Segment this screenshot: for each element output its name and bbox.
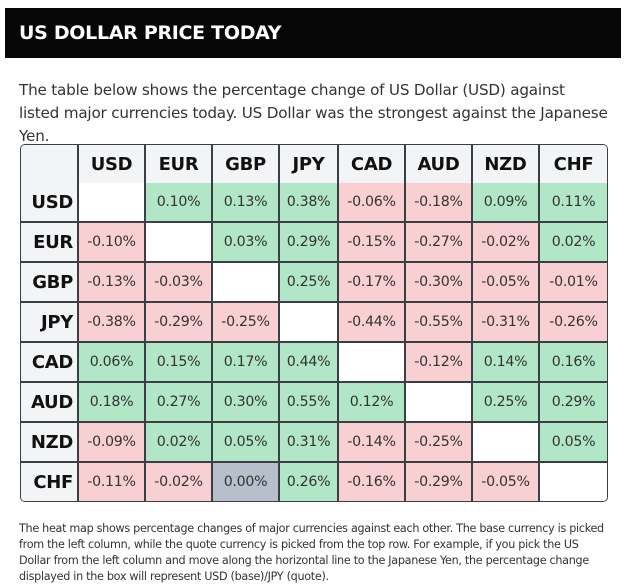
heatmap-cell: 0.26% xyxy=(280,463,339,501)
empty-cell xyxy=(473,423,540,463)
heatmap-cell: 0.03% xyxy=(213,223,280,263)
currency-heatmap: USD EUR GBP JPY CAD AUD NZD CHF USD 0.10% 0.13% 0.… xyxy=(20,144,608,502)
heatmap-cell: 0.16% xyxy=(540,343,607,383)
empty-cell xyxy=(339,343,406,383)
empty-cell xyxy=(213,263,280,303)
row-header-eur: EUR xyxy=(21,223,79,263)
heatmap-cell: 0.09% xyxy=(473,183,540,223)
heatmap-cell: -0.02% xyxy=(473,223,540,263)
heatmap-cell: 0.15% xyxy=(146,343,213,383)
heatmap-cell: 0.02% xyxy=(146,423,213,463)
heatmap-cell: -0.17% xyxy=(339,263,406,303)
heatmap-cell: -0.27% xyxy=(406,223,473,263)
heatmap-cell: -0.10% xyxy=(79,223,146,263)
heatmap-cell: -0.02% xyxy=(146,463,213,501)
intro-text: The table below shows the percentage cha… xyxy=(19,81,608,145)
heatmap-cell: -0.30% xyxy=(406,263,473,303)
heatmap-cell: -0.01% xyxy=(540,263,607,303)
heatmap-cell: -0.55% xyxy=(406,303,473,343)
footnote: The heat map shows percentage changes of… xyxy=(19,522,604,583)
table-row: CHF -0.11% -0.02% 0.00% 0.26% -0.16% -0.29% -0.… xyxy=(21,463,607,501)
heatmap-cell: 0.02% xyxy=(540,223,607,263)
table-row: USD 0.10% 0.13% 0.38% -0.06% -0.18% 0.09% 0.11% xyxy=(21,183,607,223)
heatmap-cell: 0.17% xyxy=(213,343,280,383)
heatmap-cell: 0.31% xyxy=(280,423,339,463)
heatmap-cell: 0.12% xyxy=(339,383,406,423)
heatmap-cell: -0.05% xyxy=(473,263,540,303)
heatmap-cell: 0.27% xyxy=(146,383,213,423)
column-header-chf: CHF xyxy=(540,145,607,183)
heatmap-cell: -0.09% xyxy=(79,423,146,463)
heatmap-cell: 0.00% xyxy=(213,463,280,501)
heatmap-cell: 0.38% xyxy=(280,183,339,223)
heatmap-cell: -0.11% xyxy=(79,463,146,501)
page-title: US DOLLAR PRICE TODAY xyxy=(5,8,621,58)
column-header-eur: EUR xyxy=(146,145,213,183)
column-header-gbp: GBP xyxy=(213,145,280,183)
empty-cell xyxy=(79,183,146,223)
heatmap-cell: -0.12% xyxy=(406,343,473,383)
heatmap-cell: -0.29% xyxy=(406,463,473,501)
column-header-nzd: NZD xyxy=(473,145,540,183)
row-header-chf: CHF xyxy=(21,463,79,501)
column-header-cad: CAD xyxy=(339,145,406,183)
row-header-cad: CAD xyxy=(21,343,79,383)
table-row: NZD -0.09% 0.02% 0.05% 0.31% -0.14% -0.25% 0.05… xyxy=(21,423,607,463)
heatmap-cell: 0.14% xyxy=(473,343,540,383)
heatmap-cell: 0.05% xyxy=(540,423,607,463)
row-header-nzd: NZD xyxy=(21,423,79,463)
heatmap-cell: -0.26% xyxy=(540,303,607,343)
heatmap-cell: 0.11% xyxy=(540,183,607,223)
heatmap-cell: -0.38% xyxy=(79,303,146,343)
empty-cell xyxy=(540,463,607,501)
heatmap-cell: -0.14% xyxy=(339,423,406,463)
row-header-gbp: GBP xyxy=(21,263,79,303)
column-header-aud: AUD xyxy=(406,145,473,183)
table-row: JPY -0.38% -0.29% -0.25% -0.44% -0.55% -0.31% -… xyxy=(21,303,607,343)
heatmap-cell: -0.18% xyxy=(406,183,473,223)
table-row: GBP -0.13% -0.03% 0.25% -0.17% -0.30% -0.05% -0… xyxy=(21,263,607,303)
heatmap-cell: 0.06% xyxy=(79,343,146,383)
row-header-aud: AUD xyxy=(21,383,79,423)
empty-cell xyxy=(280,303,339,343)
heatmap-cell: -0.15% xyxy=(339,223,406,263)
row-header-usd: USD xyxy=(21,183,79,223)
heatmap-cell: 0.10% xyxy=(146,183,213,223)
heatmap-cell: 0.55% xyxy=(280,383,339,423)
heatmap-cell: 0.29% xyxy=(540,383,607,423)
row-header-jpy: JPY xyxy=(21,303,79,343)
heatmap-cell: 0.44% xyxy=(280,343,339,383)
heatmap-cell: -0.44% xyxy=(339,303,406,343)
heatmap-cell: 0.25% xyxy=(473,383,540,423)
heatmap-cell: -0.03% xyxy=(146,263,213,303)
heatmap-cell: 0.29% xyxy=(280,223,339,263)
heatmap-cell: -0.31% xyxy=(473,303,540,343)
heatmap-cell: -0.13% xyxy=(79,263,146,303)
heatmap-cell: -0.05% xyxy=(473,463,540,501)
heatmap-cell: -0.16% xyxy=(339,463,406,501)
empty-cell xyxy=(406,383,473,423)
heatmap-cell: 0.18% xyxy=(79,383,146,423)
heatmap-cell: 0.25% xyxy=(280,263,339,303)
heatmap-cell: -0.29% xyxy=(146,303,213,343)
column-header-jpy: JPY xyxy=(280,145,339,183)
heatmap-cell: -0.25% xyxy=(406,423,473,463)
table-row: AUD 0.18% 0.27% 0.30% 0.55% 0.12% 0.25% 0.29% xyxy=(21,383,607,423)
heatmap-cell: 0.30% xyxy=(213,383,280,423)
heatmap-cell: 0.05% xyxy=(213,423,280,463)
empty-cell xyxy=(146,223,213,263)
table-row: CAD 0.06% 0.15% 0.17% 0.44% -0.12% 0.14% 0.16% xyxy=(21,343,607,383)
heatmap-cell: -0.25% xyxy=(213,303,280,343)
heatmap-cell: -0.06% xyxy=(339,183,406,223)
heatmap-cell: 0.13% xyxy=(213,183,280,223)
table-row: EUR -0.10% 0.03% 0.29% -0.15% -0.27% -0.02% 0.0… xyxy=(21,223,607,263)
column-header-usd: USD xyxy=(79,145,146,183)
corner-cell xyxy=(21,145,79,183)
